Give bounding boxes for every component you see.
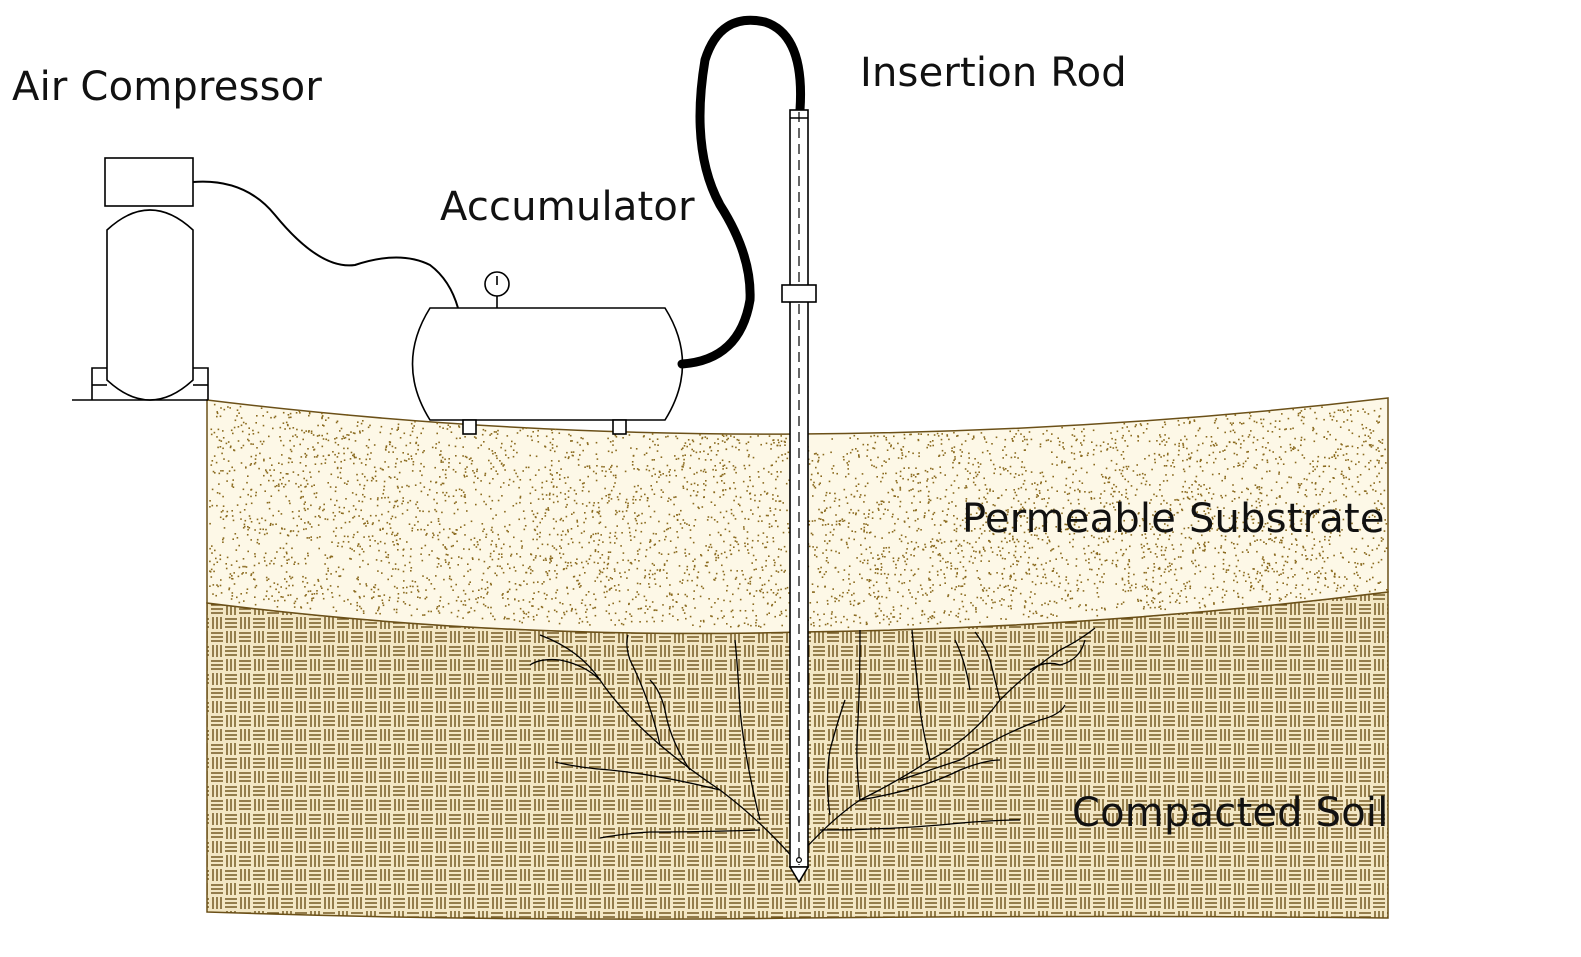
soil-fractures [529,627,1096,861]
compressor-hose [192,180,459,309]
rod-collar [781,284,817,303]
accumulator-tank [411,307,684,421]
label-accumulator: Accumulator [440,184,695,230]
accumulator [411,271,684,435]
rod-tip [788,866,810,884]
compressor-foot-right [193,367,209,400]
rod-port [795,856,802,863]
compressor-motor-box [104,157,194,207]
substrate-speckle [209,403,1388,629]
insertion-rod [781,109,817,884]
air-compressor [91,157,209,401]
rod-hose [677,15,806,369]
label-insertion-rod: Insertion Rod [860,50,1127,96]
accumulator-foot-right [612,419,627,435]
label-air-compressor: Air Compressor [12,64,322,110]
label-compacted-soil: Compacted Soil [1072,790,1389,836]
compressor-tank [106,209,194,401]
label-permeable-substrate: Permeable Substrate [962,496,1385,542]
compressor-foot-left [91,367,107,400]
accumulator-foot-left [462,419,477,435]
